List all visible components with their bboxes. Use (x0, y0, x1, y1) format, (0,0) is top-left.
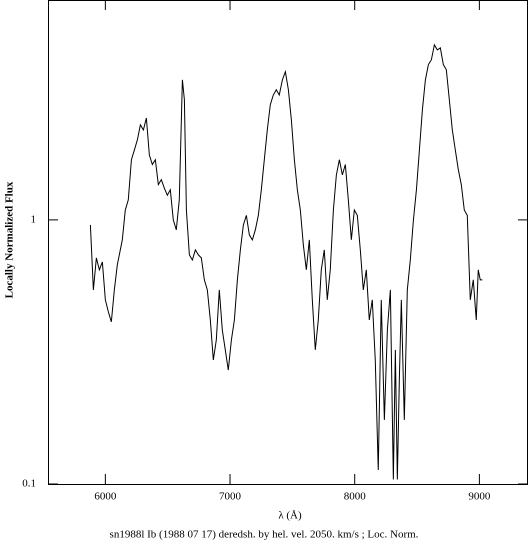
x-axis-label: λ (Å) (278, 510, 302, 522)
x-tick-label: 8000 (344, 491, 367, 503)
spectrum-line (89, 43, 483, 480)
y-axis-label: Locally Normalized Flux (4, 181, 16, 298)
y-tick-label: 1 (31, 213, 37, 225)
plot-frame (48, 0, 528, 485)
x-tick-label: 6000 (94, 491, 117, 503)
caption: sn1988l Ib (1988 07 17) deredsh. by hel.… (110, 529, 419, 541)
x-tick-label: 9000 (468, 491, 491, 503)
y-tick-label: 0.1 (22, 478, 36, 490)
x-tick-label: 7000 (219, 491, 242, 503)
